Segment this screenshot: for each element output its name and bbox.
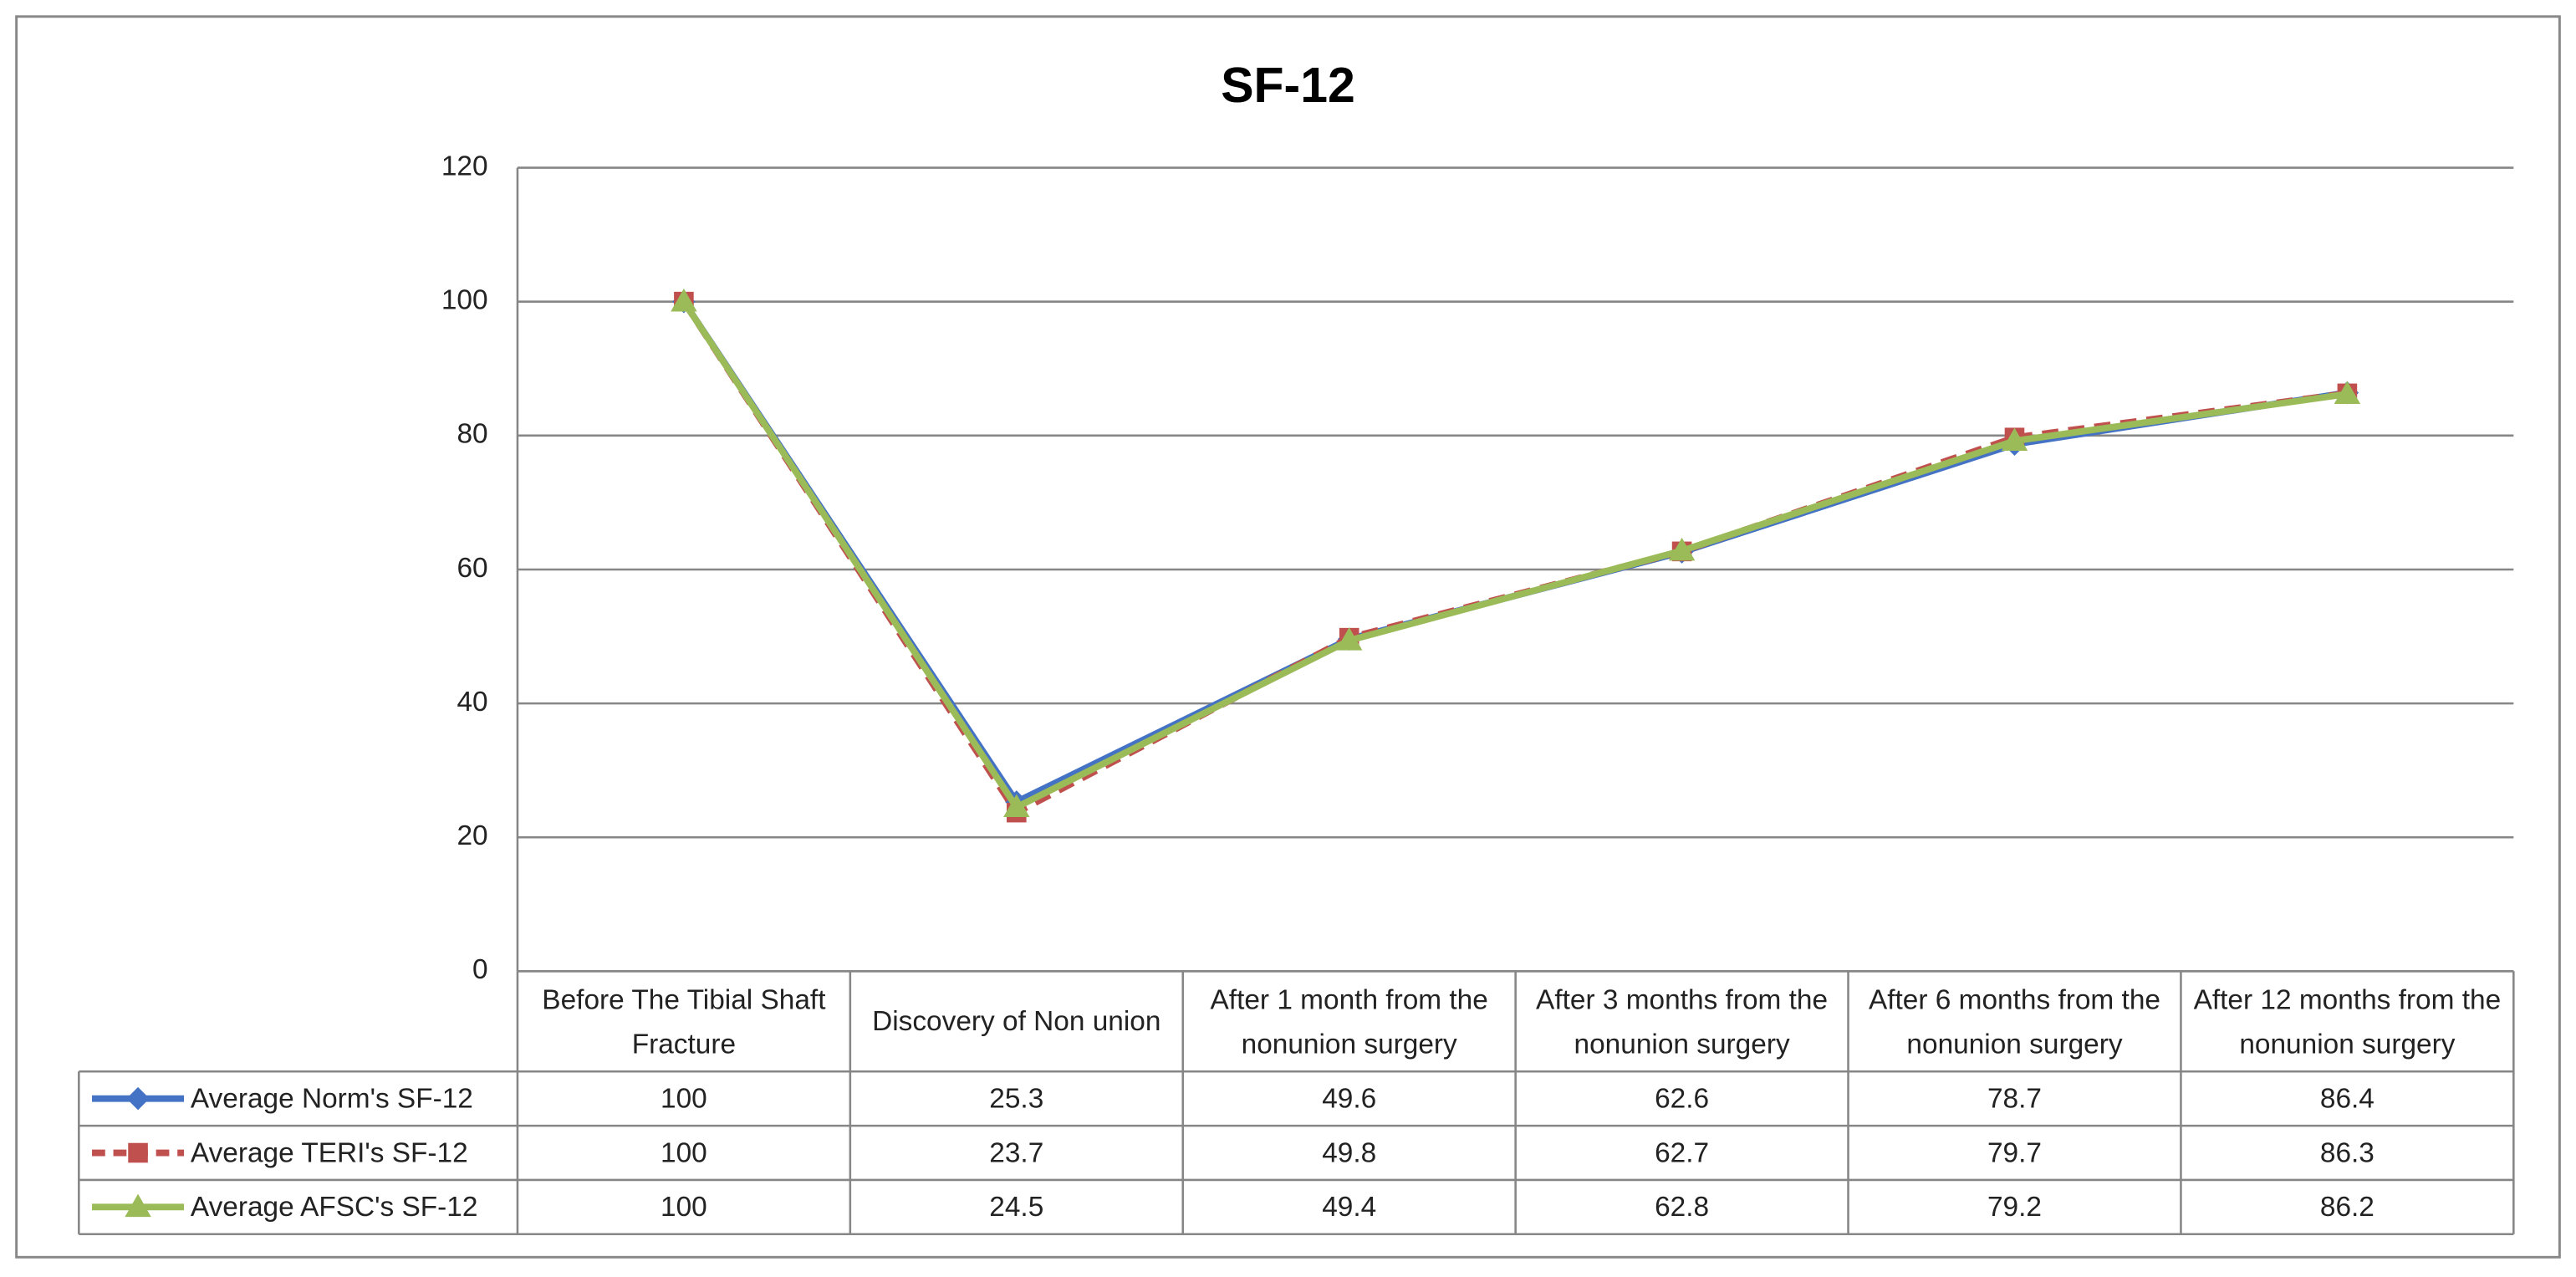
table-value: 86.2: [2320, 1192, 2375, 1223]
x-tick-label-box: Discovery of Non union: [872, 1005, 1161, 1037]
table-value: 86.4: [2320, 1083, 2375, 1114]
table-value: 86.3: [2320, 1137, 2375, 1168]
x-tick-label-box: After 6 months from the nonunion surgery: [1868, 983, 2160, 1060]
table-value: 49.8: [1322, 1137, 1376, 1168]
y-tick-label: 80: [457, 419, 487, 450]
table-value: 24.5: [989, 1192, 1043, 1223]
marker: [1335, 627, 1363, 651]
marker: [671, 288, 697, 312]
x-tick-label-box: After 3 months from the nonunion surgery: [1536, 983, 1829, 1060]
legend-label: Average AFSC's SF-12: [191, 1192, 478, 1223]
table-value: 79.7: [1987, 1137, 2042, 1168]
table-value: 49.4: [1322, 1192, 1376, 1223]
x-tick-label-box: Before The Tibial Shaft Fracture: [542, 983, 826, 1060]
x-tick-label: After 6 months from the nonunion surgery: [1868, 983, 2160, 1060]
marker: [1003, 794, 1030, 818]
marker: [2001, 427, 2028, 452]
x-tick-label: Discovery of Non union: [872, 1005, 1161, 1037]
table-value: 25.3: [989, 1083, 1043, 1114]
marker: [1668, 537, 1696, 561]
y-tick-label: 40: [457, 687, 487, 718]
x-tick-label: After 12 months from the nonunion surger…: [2193, 983, 2502, 1060]
table-value: 100: [661, 1083, 707, 1114]
marker: [125, 1193, 151, 1218]
table-value: 79.2: [1987, 1192, 2042, 1223]
x-tick-label: After 1 month from the nonunion surgery: [1210, 983, 1488, 1060]
chart-title: SF-12: [1221, 59, 1354, 113]
y-tick-label: 100: [441, 285, 488, 316]
series-line: [681, 299, 2348, 811]
table-value: 49.6: [1322, 1083, 1376, 1114]
legend-label: Average TERI's SF-12: [191, 1137, 468, 1168]
table-value: 78.7: [1987, 1083, 2042, 1114]
x-tick-label: After 3 months from the nonunion surgery: [1536, 983, 1829, 1060]
table-value: 62.8: [1655, 1192, 1709, 1223]
y-tick-label: 20: [457, 820, 487, 851]
x-tick-label-box: After 1 month from the nonunion surgery: [1210, 983, 1488, 1060]
chart-border: [15, 15, 2561, 1259]
marker: [2334, 381, 2361, 404]
table-value: 62.6: [1655, 1083, 1709, 1114]
y-tick-label: 120: [441, 151, 488, 181]
table-value: 100: [661, 1192, 707, 1223]
table-value: 23.7: [989, 1137, 1043, 1168]
x-tick-label: Before The Tibial Shaft Fracture: [542, 983, 826, 1060]
marker: [128, 1142, 148, 1163]
table-value: 100: [661, 1137, 707, 1168]
table-value: 62.7: [1655, 1137, 1709, 1168]
y-tick-label: 0: [472, 954, 488, 985]
x-tick-label-box: After 12 months from the nonunion surger…: [2193, 983, 2502, 1060]
legend-label: Average Norm's SF-12: [191, 1083, 473, 1114]
y-tick-label: 60: [457, 553, 487, 584]
